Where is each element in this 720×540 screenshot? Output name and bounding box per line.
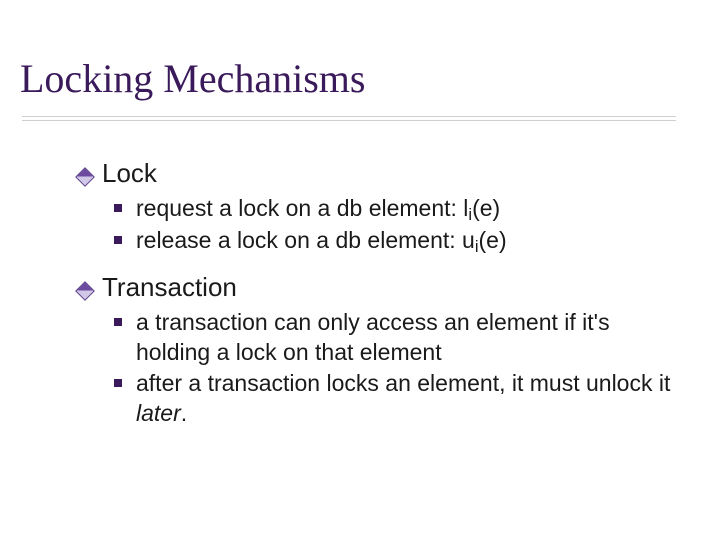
sub-list-lock: request a lock on a db element: li(e) re… (78, 194, 720, 255)
section-heading-row: Transaction (78, 271, 720, 304)
text-prefix: request a lock on a db element: l (136, 195, 468, 221)
italic-word: later (136, 400, 181, 426)
square-bullet-icon (114, 236, 122, 244)
subscript: i (475, 237, 479, 256)
content-area: Lock request a lock on a db element: li(… (0, 117, 720, 428)
square-bullet-icon (114, 318, 122, 326)
section-heading: Transaction (102, 271, 237, 304)
list-item: after a transaction locks an element, it… (114, 369, 674, 428)
square-bullet-icon (114, 204, 122, 212)
text-suffix: (e) (479, 227, 507, 253)
list-item-text: a transaction can only access an element… (136, 308, 674, 367)
text-prefix: after a transaction locks an element, it… (136, 370, 670, 396)
title-underline (22, 116, 676, 117)
list-item: a transaction can only access an element… (114, 308, 674, 367)
list-item: release a lock on a db element: ui(e) (114, 226, 674, 255)
text-prefix: release a lock on a db element: u (136, 227, 475, 253)
diamond-bullet-icon (75, 281, 95, 301)
slide: Locking Mechanisms Lock request a lock o… (0, 0, 720, 540)
title-area: Locking Mechanisms (0, 0, 720, 110)
list-item-text: after a transaction locks an element, it… (136, 369, 674, 428)
list-item-text: request a lock on a db element: li(e) (136, 194, 500, 223)
page-title: Locking Mechanisms (20, 55, 720, 102)
section-transaction: Transaction a transaction can only acces… (78, 271, 720, 428)
square-bullet-icon (114, 379, 122, 387)
section-lock: Lock request a lock on a db element: li(… (78, 157, 720, 255)
diamond-bullet-icon (75, 167, 95, 187)
text-suffix: . (181, 400, 187, 426)
section-heading-row: Lock (78, 157, 720, 190)
text-suffix: (e) (472, 195, 500, 221)
list-item: request a lock on a db element: li(e) (114, 194, 674, 223)
sub-list-transaction: a transaction can only access an element… (78, 308, 720, 428)
subscript: i (468, 205, 472, 224)
list-item-text: release a lock on a db element: ui(e) (136, 226, 507, 255)
section-heading: Lock (102, 157, 157, 190)
